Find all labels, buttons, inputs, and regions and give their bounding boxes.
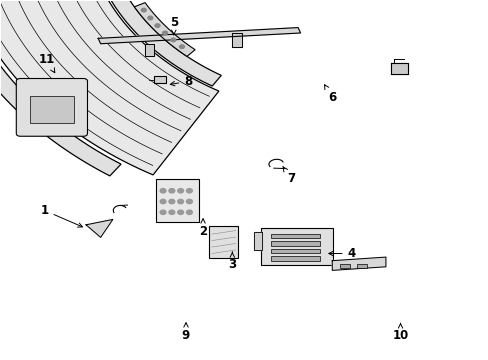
FancyBboxPatch shape — [271, 256, 320, 261]
Circle shape — [186, 189, 192, 193]
Text: 1: 1 — [41, 204, 82, 227]
Circle shape — [141, 8, 146, 12]
PathPatch shape — [0, 0, 219, 175]
Circle shape — [177, 189, 183, 193]
FancyBboxPatch shape — [16, 78, 87, 136]
Text: 4: 4 — [328, 247, 355, 260]
Circle shape — [177, 199, 183, 204]
Polygon shape — [144, 44, 154, 56]
Circle shape — [160, 189, 165, 193]
FancyBboxPatch shape — [271, 249, 320, 253]
Text: 9: 9 — [182, 323, 190, 342]
Polygon shape — [86, 220, 113, 237]
Text: 8: 8 — [170, 75, 192, 88]
PathPatch shape — [0, 0, 121, 176]
Circle shape — [186, 210, 192, 215]
Text: 2: 2 — [199, 219, 207, 238]
FancyBboxPatch shape — [339, 264, 349, 268]
Circle shape — [168, 189, 174, 193]
Polygon shape — [390, 63, 407, 74]
Circle shape — [155, 24, 160, 27]
FancyBboxPatch shape — [156, 179, 199, 222]
Circle shape — [148, 16, 152, 20]
FancyBboxPatch shape — [260, 228, 332, 265]
FancyBboxPatch shape — [30, 96, 74, 123]
Circle shape — [170, 38, 175, 42]
FancyBboxPatch shape — [209, 226, 238, 258]
FancyBboxPatch shape — [154, 76, 166, 83]
Circle shape — [168, 199, 174, 204]
Text: 6: 6 — [324, 85, 336, 104]
Polygon shape — [331, 257, 385, 270]
Circle shape — [160, 210, 165, 215]
Circle shape — [168, 210, 174, 215]
Text: 10: 10 — [391, 324, 408, 342]
Circle shape — [179, 45, 184, 49]
Circle shape — [160, 199, 165, 204]
Polygon shape — [232, 33, 242, 47]
PathPatch shape — [104, 0, 221, 86]
FancyBboxPatch shape — [271, 234, 320, 238]
FancyBboxPatch shape — [271, 241, 320, 246]
Text: 5: 5 — [169, 16, 178, 35]
Circle shape — [177, 210, 183, 215]
Circle shape — [163, 31, 167, 35]
Text: 7: 7 — [283, 167, 294, 185]
Text: 11: 11 — [39, 53, 55, 73]
Polygon shape — [98, 28, 300, 44]
FancyBboxPatch shape — [356, 264, 366, 268]
Circle shape — [186, 199, 192, 204]
Polygon shape — [254, 232, 261, 250]
PathPatch shape — [134, 3, 195, 57]
Text: 3: 3 — [228, 252, 236, 271]
